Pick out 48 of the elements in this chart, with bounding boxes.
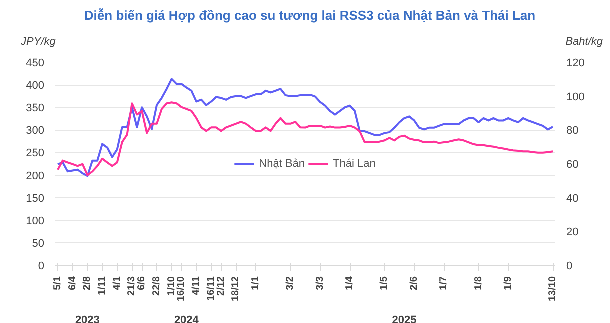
y-tick-label: 350 [26, 102, 45, 115]
y2-tick-label: 120 [566, 58, 585, 70]
x-tick-label: 21/3 [126, 276, 138, 296]
x-tick-label: 1/10 [166, 276, 178, 296]
y2-tick-label: 100 [566, 91, 585, 104]
y2-tick-label: 20 [566, 226, 579, 239]
x-tick-label: 2/8 [82, 276, 94, 290]
y2-tick-label: 0 [566, 260, 573, 272]
x-tick-label: 1/5 [379, 276, 390, 290]
x-tick-label: 16/10 [176, 276, 188, 302]
x-tick-label: 1/11 [97, 276, 108, 296]
y-tick-label: 400 [26, 80, 45, 92]
x-tick-label: 6/4 [67, 276, 78, 290]
y2-tick-label: 40 [566, 192, 579, 205]
x-tick-label: 1/9 [502, 276, 514, 290]
line-series [56, 78, 554, 178]
x-tick-label: 2/12 [216, 276, 227, 296]
x-tick-label: 1/4 [344, 276, 356, 290]
x-tick-label: 1/7 [438, 276, 450, 290]
x-tick-label: 3/3 [314, 276, 326, 290]
x-tick-label: 18/12 [230, 276, 242, 302]
y-tick-label: 450 [26, 58, 45, 70]
y2-tick-label: 80 [566, 125, 579, 138]
x-tick-label: 2/6 [408, 276, 420, 290]
x-tick-label: 1/8 [473, 276, 484, 290]
y-tick-label: 0 [38, 260, 45, 272]
y2-axis-title: Baht/kg [566, 35, 603, 50]
y-tick-label: 100 [26, 215, 45, 228]
x-tick-label: 4/11 [191, 276, 202, 296]
line-series [56, 102, 554, 176]
y-tick-label: 250 [26, 148, 45, 160]
y-tick-label: 50 [32, 238, 45, 250]
x-tick-label: 13/10 [548, 276, 559, 302]
y-tick-label: 200 [26, 170, 45, 182]
legend-label: Thái Lan [333, 158, 376, 170]
y-tick-label: 300 [26, 125, 45, 138]
y-axis-title: JPY/kg [21, 35, 56, 50]
x-tick-label: 6/6 [136, 276, 148, 290]
legend-label: Nhật Bản [259, 158, 306, 170]
x-tick-label: 22/8 [151, 276, 162, 296]
y2-tick-label: 60 [566, 159, 579, 171]
x-tick-label: 1/1 [250, 276, 262, 290]
x-tick-label: 4/1 [112, 276, 123, 290]
x-tick-label: 16/11 [206, 276, 217, 301]
x-tick-label: 5/1 [52, 276, 64, 290]
chart-title: Diễn biến giá Hợp đồng cao su tương lai RSS3 của Nhật Bản và Thái Lan [84, 7, 536, 25]
y-tick-label: 150 [26, 192, 45, 205]
x-tick-label: 3/2 [285, 276, 296, 290]
